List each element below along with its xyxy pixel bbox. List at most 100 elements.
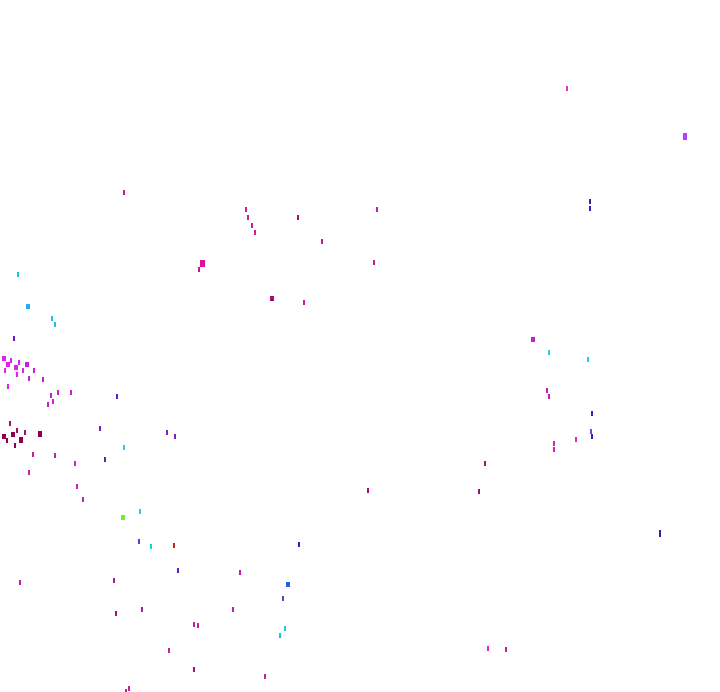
speck bbox=[553, 441, 555, 446]
speck bbox=[28, 376, 30, 381]
speck bbox=[33, 368, 35, 373]
speck bbox=[54, 322, 56, 327]
speck bbox=[125, 689, 127, 692]
speck bbox=[113, 578, 115, 583]
speck bbox=[487, 646, 489, 651]
speck bbox=[587, 357, 589, 362]
speck bbox=[589, 199, 591, 204]
speck bbox=[200, 260, 205, 267]
speck bbox=[197, 623, 199, 628]
speck bbox=[123, 445, 125, 450]
speck bbox=[591, 434, 593, 439]
speck bbox=[54, 453, 56, 458]
speck bbox=[297, 215, 299, 220]
speck bbox=[589, 206, 591, 211]
speck bbox=[298, 542, 300, 547]
speck bbox=[7, 384, 9, 389]
speck bbox=[24, 430, 26, 435]
speck bbox=[22, 368, 24, 373]
speck bbox=[51, 316, 53, 321]
speck bbox=[575, 437, 577, 442]
speck bbox=[548, 394, 550, 399]
speck bbox=[11, 432, 15, 437]
speck bbox=[591, 411, 593, 416]
speck bbox=[193, 622, 195, 627]
speck bbox=[566, 86, 568, 91]
speck bbox=[99, 426, 101, 431]
speck bbox=[76, 484, 78, 489]
speck bbox=[14, 443, 16, 448]
speck bbox=[376, 207, 378, 212]
speck bbox=[367, 488, 369, 493]
speck bbox=[139, 509, 141, 514]
speck bbox=[150, 544, 152, 549]
speck bbox=[659, 530, 661, 537]
speck bbox=[52, 399, 54, 404]
speck bbox=[590, 429, 592, 434]
speck bbox=[14, 365, 18, 370]
speck bbox=[279, 633, 281, 638]
speck bbox=[128, 686, 130, 691]
speck bbox=[82, 497, 84, 502]
speck bbox=[10, 358, 12, 363]
speck bbox=[553, 447, 555, 452]
speck bbox=[254, 230, 256, 235]
speck bbox=[6, 362, 10, 367]
speck bbox=[138, 539, 140, 544]
speck bbox=[19, 580, 21, 585]
speck bbox=[247, 215, 249, 220]
speck bbox=[4, 368, 6, 373]
speck bbox=[239, 570, 241, 575]
speck bbox=[531, 337, 535, 342]
speck bbox=[2, 434, 6, 439]
speck bbox=[47, 402, 49, 407]
speck bbox=[251, 223, 253, 228]
speck bbox=[116, 394, 118, 399]
speck bbox=[57, 390, 59, 395]
speck bbox=[18, 360, 20, 365]
speck bbox=[141, 607, 143, 612]
speck bbox=[26, 304, 30, 309]
speck bbox=[70, 390, 72, 395]
speck bbox=[42, 377, 44, 382]
speck bbox=[121, 515, 125, 520]
speck bbox=[17, 272, 19, 277]
speck bbox=[13, 336, 15, 341]
speck bbox=[478, 489, 480, 494]
speck bbox=[193, 667, 195, 672]
speck bbox=[16, 372, 18, 377]
speck bbox=[28, 470, 30, 475]
speck bbox=[546, 388, 548, 393]
speck bbox=[177, 568, 179, 573]
speck bbox=[505, 647, 507, 652]
speck bbox=[2, 356, 6, 361]
speck bbox=[168, 648, 170, 653]
speck bbox=[19, 437, 23, 443]
speck bbox=[173, 543, 175, 548]
speck bbox=[321, 239, 323, 244]
speck bbox=[303, 300, 305, 305]
speck bbox=[32, 452, 34, 457]
speck bbox=[264, 674, 266, 679]
speck bbox=[484, 461, 486, 466]
speck bbox=[683, 133, 687, 140]
speck bbox=[115, 611, 117, 616]
speck bbox=[6, 438, 8, 443]
speck bbox=[286, 582, 290, 587]
speck bbox=[174, 434, 176, 439]
speck bbox=[245, 207, 247, 212]
speck bbox=[282, 596, 284, 601]
speck bbox=[25, 362, 29, 367]
speck bbox=[198, 267, 200, 272]
speck bbox=[50, 393, 52, 398]
speck bbox=[232, 607, 234, 612]
speck bbox=[373, 260, 375, 265]
speck bbox=[16, 428, 18, 433]
speck bbox=[548, 350, 550, 355]
speck bbox=[104, 457, 106, 462]
speck bbox=[166, 430, 168, 435]
speck bbox=[9, 421, 11, 426]
